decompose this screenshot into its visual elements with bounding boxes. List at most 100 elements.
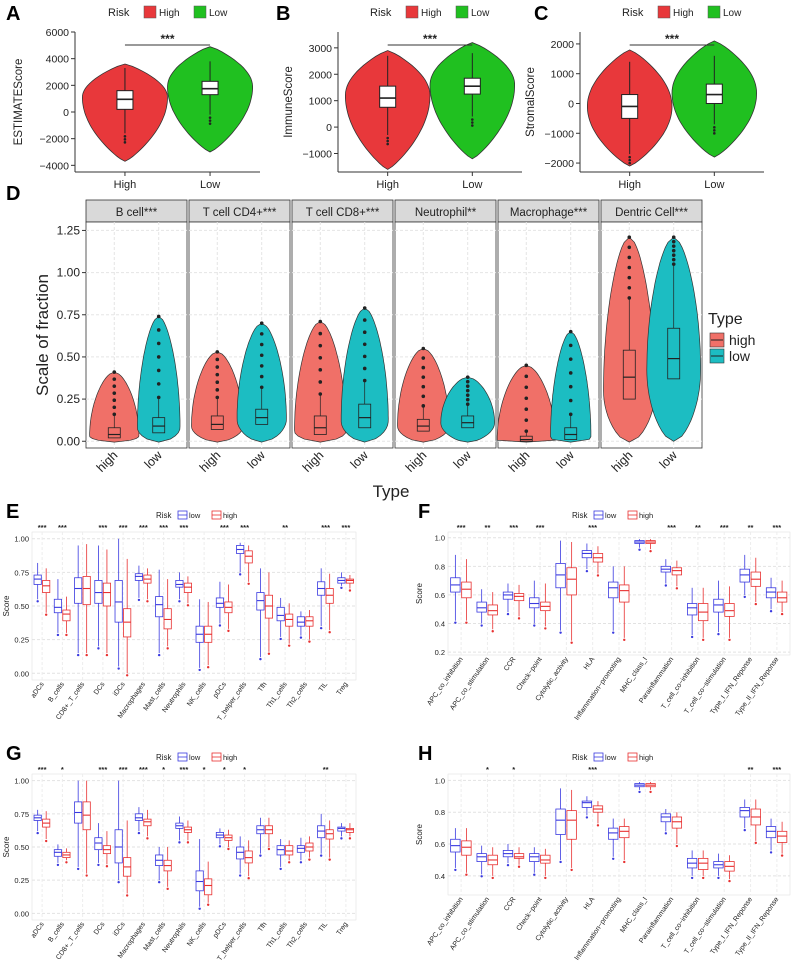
outlier-point xyxy=(156,314,161,319)
box-low xyxy=(175,580,184,588)
facet-strip-label: T cell CD4+*** xyxy=(203,207,277,219)
outlier-point xyxy=(215,372,220,377)
outlier-point xyxy=(247,877,250,880)
box-low xyxy=(608,581,619,599)
facet-0: B cell***high low xyxy=(85,199,188,475)
significance-label: *** xyxy=(423,32,437,46)
outlier-point xyxy=(112,377,117,381)
legend-swatch-low xyxy=(455,5,469,19)
outlier-point xyxy=(612,857,615,860)
outlier-point xyxy=(218,845,222,848)
outlier-point xyxy=(627,275,632,280)
panel-letter-G: G xyxy=(6,743,22,765)
y-tick-label: 2000 xyxy=(309,69,333,81)
y-tick-label: 0.6 xyxy=(435,840,445,849)
outlier-point xyxy=(568,398,573,403)
significance-label: *** xyxy=(321,523,330,532)
facet-4: Macrophage***high low xyxy=(496,199,600,475)
y-tick-label: 1.0 xyxy=(435,534,445,543)
outlier-point xyxy=(664,832,668,835)
outlier-point xyxy=(701,876,705,880)
box-low xyxy=(337,826,346,832)
outlier-point xyxy=(156,355,161,359)
outlier-point xyxy=(568,384,573,389)
y-tick-label: 0.00 xyxy=(14,909,29,918)
legend-title: Type xyxy=(708,311,743,328)
box-high xyxy=(671,816,683,829)
box-low xyxy=(687,603,698,616)
box-high xyxy=(461,581,472,599)
legend-label-high: high xyxy=(729,332,755,348)
outlier-point xyxy=(713,132,716,135)
outlier-point xyxy=(340,837,343,840)
outlier-point xyxy=(208,116,212,119)
y-tick-label: 0.6 xyxy=(435,591,445,600)
outlier-point xyxy=(65,633,68,637)
outlier-point xyxy=(664,584,668,587)
significance-label: *** xyxy=(667,523,676,532)
outlier-point xyxy=(628,158,631,162)
x-tick-label: Low xyxy=(462,179,482,191)
legend-swatch-high xyxy=(143,5,157,19)
outlier-point xyxy=(198,668,201,672)
outlier-point xyxy=(137,598,141,602)
significance-label: *** xyxy=(341,523,350,532)
outlier-point xyxy=(465,402,470,406)
facet-1: T cell CD4+***high low xyxy=(188,199,291,475)
outlier-point xyxy=(156,368,161,373)
y-tick-label: −2000 xyxy=(40,134,70,146)
outlier-point xyxy=(649,549,652,553)
outlier-point xyxy=(287,861,291,864)
box-high xyxy=(519,435,533,442)
panel-letter-B: B xyxy=(276,3,290,25)
outlier-point xyxy=(362,306,367,310)
significance-label: * xyxy=(203,765,206,774)
outlier-point xyxy=(544,876,547,880)
legend-label-high: high xyxy=(223,511,237,520)
facet-strip-label: B cell*** xyxy=(116,207,158,219)
y-axis-label: Score xyxy=(415,583,424,604)
outlier-point xyxy=(465,393,470,397)
outlier-point xyxy=(318,331,323,336)
box-low xyxy=(765,826,777,839)
outlier-point xyxy=(362,354,367,359)
outlier-point xyxy=(157,880,161,884)
legend-label-low: Low xyxy=(471,8,490,19)
outlier-point xyxy=(238,874,242,877)
box-high xyxy=(776,591,788,603)
y-tick-label: 1.00 xyxy=(14,535,29,544)
outlier-point xyxy=(125,674,129,677)
outlier-point xyxy=(227,629,230,633)
significance-label: *** xyxy=(119,765,128,774)
outlier-point xyxy=(156,328,161,332)
facet-5: Dentric Cell***high low xyxy=(600,199,703,475)
x-tick-label: High xyxy=(376,179,399,191)
significance-label: *** xyxy=(179,523,188,532)
significance-label: *** xyxy=(772,765,781,774)
outlier-point xyxy=(627,255,632,260)
outlier-point xyxy=(206,666,210,669)
box-low xyxy=(476,601,487,613)
facet-2: T cell CD8+***high low xyxy=(291,199,394,475)
outlier-point xyxy=(533,873,536,876)
y-tick-label: 0.50 xyxy=(14,602,29,611)
box-high xyxy=(143,818,152,827)
outlier-point xyxy=(65,861,68,864)
outlier-point xyxy=(690,635,694,639)
x-tick-label: TIL xyxy=(318,681,330,693)
y-tick-label: 0.00 xyxy=(14,669,29,678)
y-tick-label: 0.4 xyxy=(435,620,445,629)
panel-letter-F: F xyxy=(418,501,430,523)
outlier-point xyxy=(348,589,352,592)
legend-label-low: low xyxy=(605,753,617,762)
legend-swatch-high xyxy=(657,5,671,19)
significance-label: *** xyxy=(119,523,128,532)
box-low xyxy=(94,837,103,851)
outlier-point xyxy=(524,363,529,368)
significance-label: * xyxy=(61,765,64,774)
legend-label-low: low xyxy=(605,511,617,520)
box-low xyxy=(296,845,305,853)
outlier-point xyxy=(524,418,529,422)
outlier-point xyxy=(524,385,529,390)
